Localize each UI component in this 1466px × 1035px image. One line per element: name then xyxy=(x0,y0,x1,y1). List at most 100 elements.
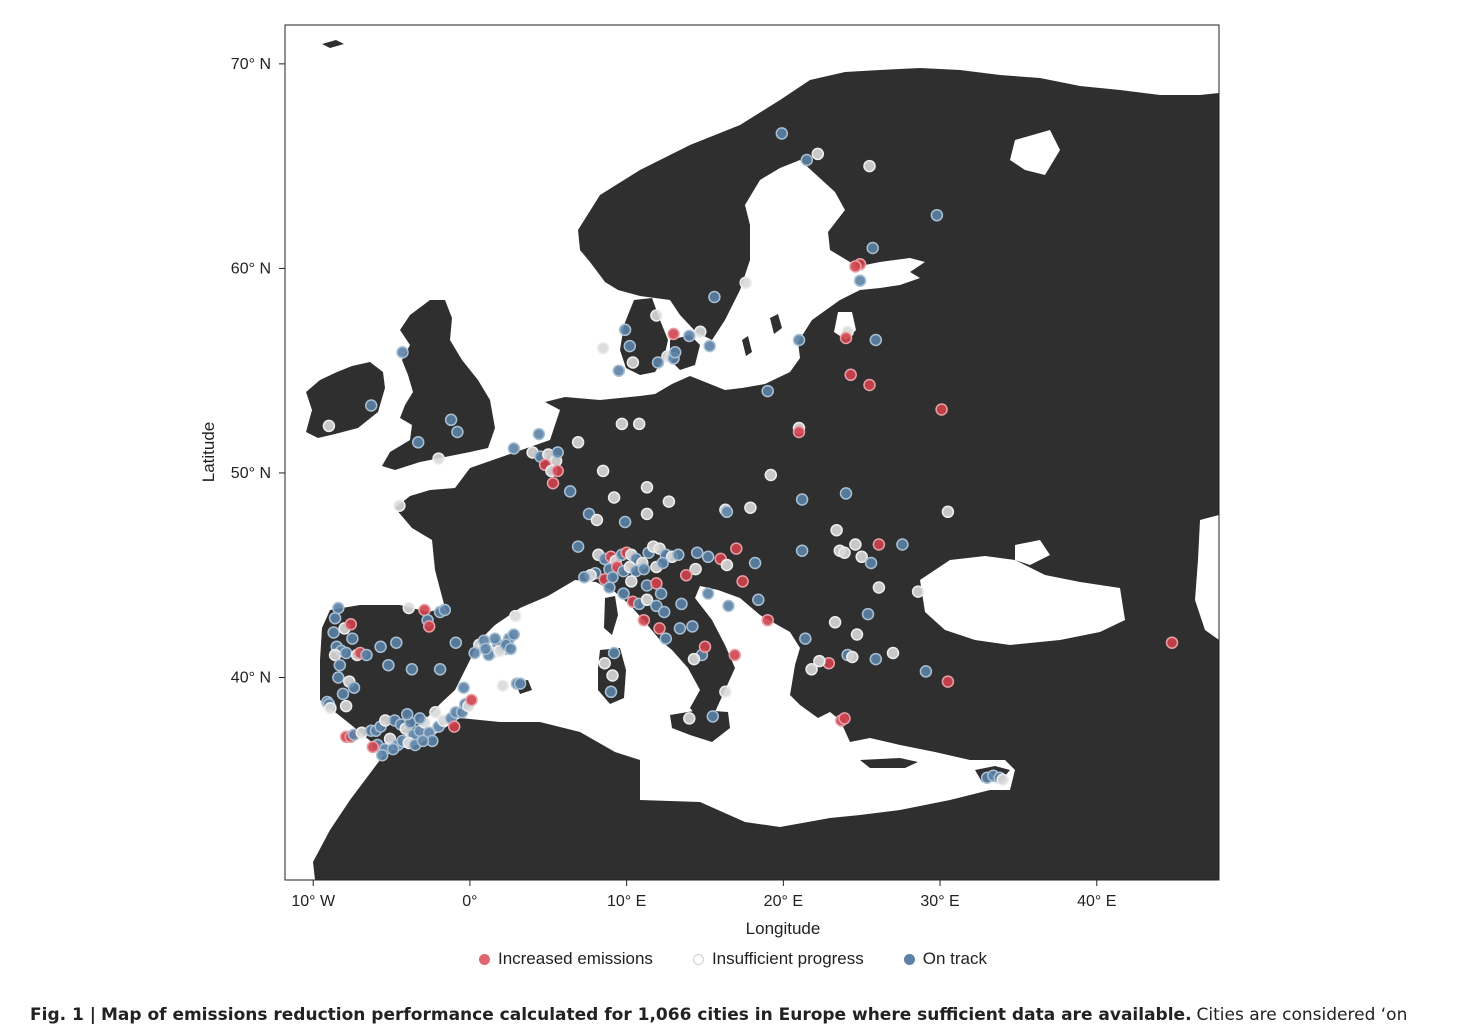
city-marker-increased xyxy=(863,378,876,392)
city-marker-ontrack xyxy=(637,562,651,576)
city-marker-insufficient xyxy=(625,575,638,588)
legend: Increased emissions Insufficient progres… xyxy=(0,944,1466,974)
city-marker-ontrack xyxy=(869,333,883,347)
city-marker-increased xyxy=(679,568,693,582)
crete-land xyxy=(860,758,918,768)
city-marker-insufficient xyxy=(941,505,955,519)
city-marker-ontrack xyxy=(396,346,409,359)
city-marker-insufficient xyxy=(632,417,646,431)
city-marker-increased xyxy=(792,425,806,439)
city-marker-ontrack xyxy=(617,587,630,600)
city-marker-ontrack xyxy=(327,626,340,639)
city-marker-ontrack xyxy=(339,646,353,660)
city-marker-insufficient xyxy=(744,501,757,514)
city-marker-insufficient xyxy=(339,699,353,713)
city-marker-ontrack xyxy=(775,127,789,140)
city-marker-insufficient xyxy=(687,652,701,666)
x-tick-label: 0° xyxy=(462,893,477,910)
city-marker-increased xyxy=(941,675,955,688)
city-marker-ontrack xyxy=(468,646,481,660)
city-marker-ontrack xyxy=(701,587,715,600)
x-tick-label: 10° E xyxy=(607,893,646,910)
legend-label-increased: Increased emissions xyxy=(497,949,653,968)
legend-label-ontrack: On track xyxy=(922,949,988,968)
city-marker-insufficient xyxy=(509,609,522,623)
city-marker-ontrack xyxy=(451,425,464,439)
city-marker-ontrack xyxy=(479,642,492,656)
city-marker-insufficient xyxy=(615,417,629,431)
caption-label: Fig. 1 | xyxy=(30,1005,96,1025)
y-axis: 40° N 50° N 60° N 70° N xyxy=(231,56,285,687)
city-marker-ontrack xyxy=(347,681,361,694)
city-marker-ontrack xyxy=(488,632,502,645)
city-marker-ontrack xyxy=(654,587,668,600)
city-marker-ontrack xyxy=(364,399,378,412)
caspian-sea-sea xyxy=(1195,515,1219,640)
city-marker-ontrack xyxy=(675,597,688,611)
city-marker-ontrack xyxy=(603,581,616,594)
city-marker-ontrack xyxy=(444,413,458,427)
city-marker-insufficient xyxy=(607,491,621,504)
city-marker-increased xyxy=(447,720,461,733)
city-marker-insufficient xyxy=(393,499,406,512)
ireland-land xyxy=(306,362,385,438)
city-marker-ontrack xyxy=(853,274,867,287)
city-marker-insufficient xyxy=(850,628,864,641)
city-marker-insufficient xyxy=(640,481,654,494)
city-marker-ontrack xyxy=(706,710,720,723)
city-marker-insufficient xyxy=(830,523,843,537)
city-marker-ontrack xyxy=(668,346,682,359)
city-marker-increased xyxy=(650,577,663,590)
city-marker-increased xyxy=(1165,636,1179,649)
city-marker-ontrack xyxy=(532,427,546,441)
gotland-land xyxy=(770,314,782,334)
plot-frame xyxy=(284,24,1220,881)
city-marker-ontrack xyxy=(578,571,591,584)
black-sea-sea xyxy=(920,556,1125,645)
city-marker-ontrack xyxy=(346,632,359,645)
city-marker-ontrack xyxy=(332,601,345,615)
city-marker-ontrack xyxy=(720,505,734,519)
city-marker-ontrack xyxy=(382,658,395,672)
city-marker-insufficient xyxy=(764,468,778,482)
city-marker-insufficient xyxy=(596,464,610,478)
city-marker-insufficient xyxy=(571,436,585,449)
city-marker-ontrack xyxy=(504,642,517,656)
city-marker-increased xyxy=(344,618,358,631)
city-marker-increased xyxy=(653,622,666,635)
city-marker-ontrack xyxy=(752,593,765,607)
city-marker-ontrack xyxy=(513,677,527,690)
y-tick-label: 70° N xyxy=(231,56,271,73)
city-marker-insufficient xyxy=(872,581,886,594)
city-marker-insufficient xyxy=(662,495,676,508)
city-marker-increased xyxy=(849,260,862,273)
city-marker-ontrack xyxy=(374,640,387,654)
city-marker-increased xyxy=(730,542,743,555)
city-marker-ontrack xyxy=(507,628,521,641)
city-marker-increased xyxy=(761,613,774,627)
city-marker-insufficient xyxy=(886,646,900,660)
city-marker-ontrack xyxy=(386,742,400,756)
city-marker-insufficient xyxy=(811,147,825,161)
city-marker-ontrack xyxy=(618,323,632,337)
caption-text: Cities are considered ‘on xyxy=(1196,1005,1408,1025)
city-marker-ontrack xyxy=(375,748,389,762)
city-marker-insufficient xyxy=(849,538,862,551)
city-marker-increased xyxy=(872,538,886,551)
city-marker-ontrack xyxy=(656,556,669,570)
x-tick-label: 30° E xyxy=(920,893,959,910)
oland-land xyxy=(742,336,752,356)
city-marker-ontrack xyxy=(433,663,447,676)
gulf-of-finland-sea xyxy=(850,258,925,280)
city-marker-ontrack xyxy=(919,665,933,678)
city-marker-increased xyxy=(728,648,742,662)
city-marker-insufficient xyxy=(596,341,610,355)
sea-of-azov-sea xyxy=(1015,540,1050,565)
city-marker-insufficient xyxy=(650,309,663,322)
city-markers xyxy=(321,127,1179,787)
city-marker-insufficient xyxy=(694,325,707,339)
city-marker-ontrack xyxy=(328,611,342,625)
aegean-island-c xyxy=(868,688,880,698)
y-tick-label: 40° N xyxy=(231,670,271,687)
city-marker-increased xyxy=(698,640,712,654)
